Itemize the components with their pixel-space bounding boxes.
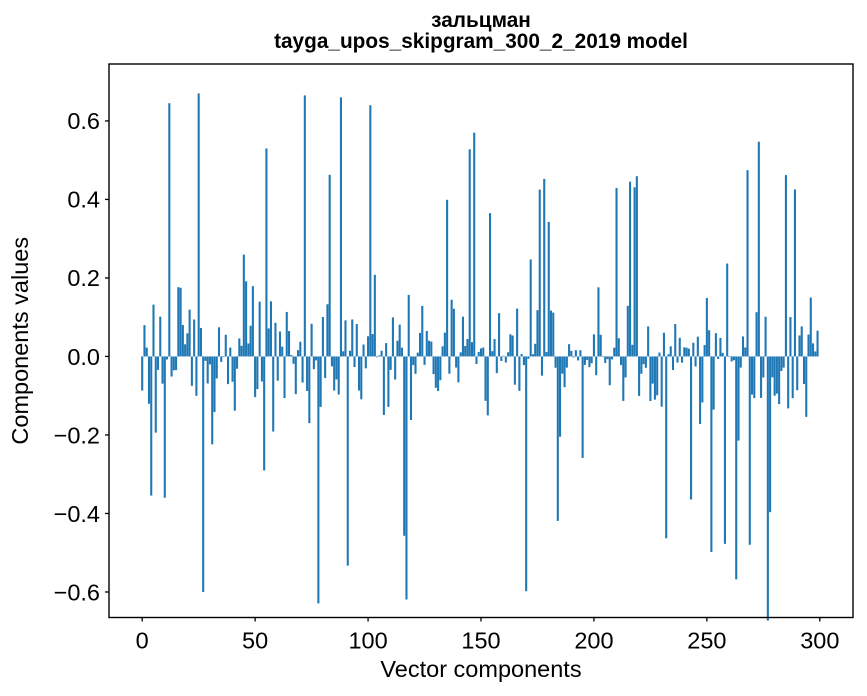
svg-text:200: 200 — [574, 628, 613, 654]
svg-text:0.4: 0.4 — [67, 187, 100, 213]
svg-text:0: 0 — [136, 628, 149, 654]
svg-text:Vector components: Vector components — [380, 656, 581, 682]
svg-text:100: 100 — [348, 628, 387, 654]
svg-text:−0.6: −0.6 — [54, 579, 100, 605]
svg-text:0.2: 0.2 — [67, 265, 100, 291]
svg-text:50: 50 — [242, 628, 268, 654]
svg-text:−0.2: −0.2 — [54, 422, 100, 448]
svg-text:300: 300 — [800, 628, 839, 654]
svg-text:0.0: 0.0 — [67, 344, 100, 370]
svg-text:0.6: 0.6 — [67, 108, 100, 134]
svg-text:−0.4: −0.4 — [54, 501, 100, 527]
svg-text:250: 250 — [687, 628, 726, 654]
svg-text:150: 150 — [461, 628, 500, 654]
svg-text:Components values: Components values — [7, 237, 33, 445]
